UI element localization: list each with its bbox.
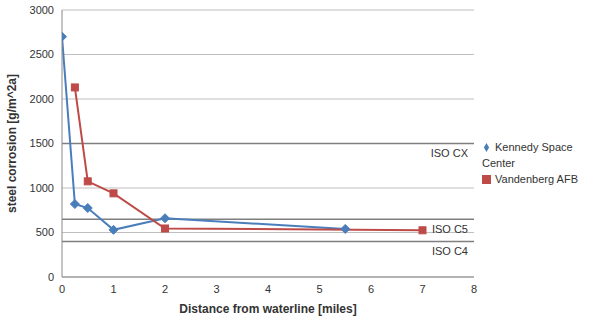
svg-text:ISO C5: ISO C5 [432,223,468,235]
svg-text:4: 4 [265,283,271,295]
svg-text:8: 8 [471,283,477,295]
svg-text:2: 2 [162,283,168,295]
svg-text:1500: 1500 [30,137,54,149]
html-text:Vandenberg AFB: Vandenberg AFB [495,172,578,185]
svg-text:7: 7 [419,283,425,295]
svg-text:ISO C4: ISO C4 [432,245,468,257]
svg-text:3000: 3000 [30,4,54,16]
svg-text:ISO CX: ISO CX [431,147,469,159]
svg-text:6: 6 [368,283,374,295]
svg-text:500: 500 [36,226,54,238]
svg-text:2000: 2000 [30,93,54,105]
svg-text:3: 3 [213,283,219,295]
html-text:Kennedy Space Center: Kennedy Space Center [482,140,573,169]
svg-text:5: 5 [316,283,322,295]
svg-text:1: 1 [110,283,116,295]
svg-text:0: 0 [59,283,65,295]
svg-text:Distance from waterline [miles: Distance from waterline [miles] [179,302,356,316]
svg-text:0: 0 [48,271,54,283]
svg-text:2500: 2500 [30,48,54,60]
svg-text:steel corrosion [g/m^2a]: steel corrosion [g/m^2a] [8,74,19,213]
svg-text:1000: 1000 [30,182,54,194]
